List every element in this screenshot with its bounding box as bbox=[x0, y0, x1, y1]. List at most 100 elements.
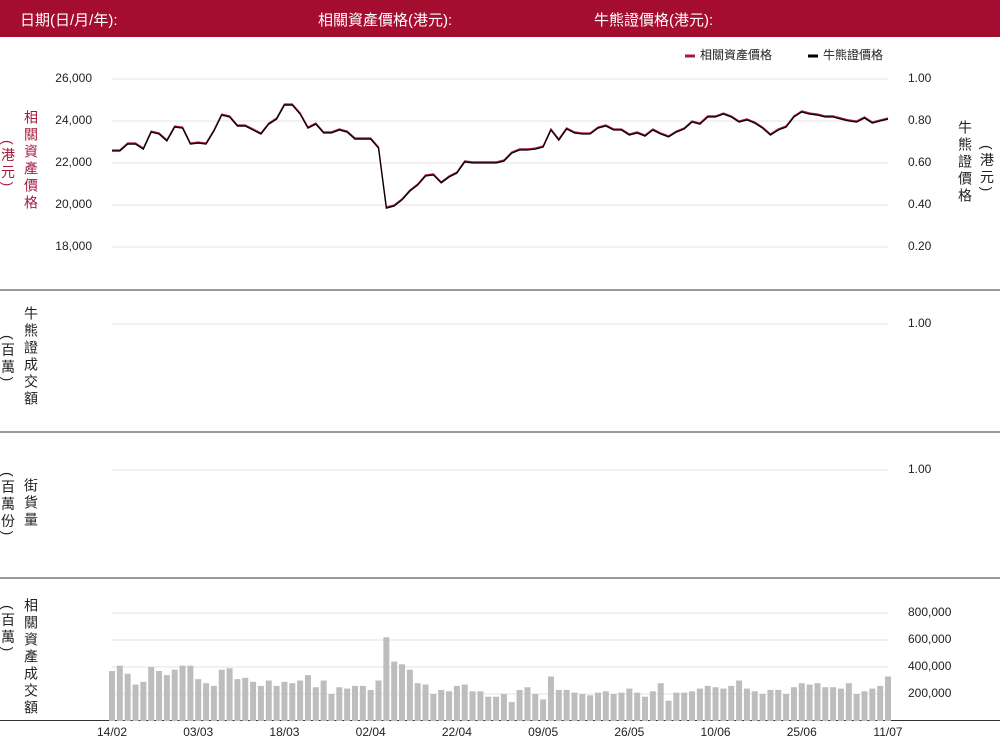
bar bbox=[469, 691, 476, 721]
y-axis-label: 相關資產價格 bbox=[23, 110, 39, 212]
bar bbox=[383, 637, 390, 721]
x-tick-label: 22/04 bbox=[442, 725, 472, 739]
bar bbox=[587, 695, 594, 721]
y-axis-label: 相關資產成交額 bbox=[23, 598, 39, 717]
bar bbox=[626, 688, 633, 721]
bar bbox=[673, 692, 680, 721]
bar bbox=[250, 681, 257, 721]
bar bbox=[869, 688, 876, 721]
bar bbox=[806, 684, 813, 721]
bar bbox=[696, 688, 703, 721]
x-tick-label: 18/03 bbox=[269, 725, 299, 739]
bar bbox=[171, 669, 178, 721]
bar bbox=[798, 683, 805, 721]
bar bbox=[610, 694, 617, 721]
legend-label: 牛熊證價格 bbox=[823, 47, 883, 62]
bar bbox=[328, 694, 335, 721]
header-label: 日期(日/月/年): bbox=[20, 12, 118, 29]
bar bbox=[571, 692, 578, 721]
bar bbox=[508, 702, 515, 721]
bar bbox=[132, 684, 139, 721]
x-tick-label: 25/06 bbox=[787, 725, 817, 739]
y2-axis-unit: (港元) bbox=[979, 145, 995, 195]
bar bbox=[257, 685, 264, 721]
bar bbox=[736, 680, 743, 721]
y-tick-label: 20,000 bbox=[55, 197, 92, 211]
bar bbox=[837, 688, 844, 721]
header-label: 牛熊證價格(港元): bbox=[594, 12, 714, 29]
bar bbox=[242, 677, 249, 721]
bar bbox=[594, 692, 601, 721]
x-tick-label: 09/05 bbox=[528, 725, 558, 739]
bar bbox=[156, 671, 163, 721]
bar bbox=[720, 688, 727, 721]
bar bbox=[320, 680, 327, 721]
bar bbox=[187, 665, 194, 721]
bar bbox=[555, 689, 562, 721]
y-axis-unit: (百萬) bbox=[0, 605, 16, 655]
y-axis-label: 街貨量 bbox=[23, 478, 39, 529]
line-series bbox=[112, 103, 889, 208]
line-series bbox=[112, 104, 889, 209]
bar bbox=[453, 685, 460, 721]
header-label: 相關資產價格(港元): bbox=[318, 12, 453, 29]
bar bbox=[265, 680, 272, 721]
y-tick-label: 1.00 bbox=[908, 316, 932, 330]
bar bbox=[563, 689, 570, 721]
y-tick-label: 1.00 bbox=[908, 462, 932, 476]
bar bbox=[218, 669, 225, 721]
bar bbox=[618, 692, 625, 721]
bar bbox=[822, 687, 829, 721]
y2-tick-label: 0.60 bbox=[908, 155, 932, 169]
bar bbox=[877, 685, 884, 721]
bar bbox=[547, 676, 554, 721]
bar bbox=[767, 689, 774, 721]
bar bbox=[657, 683, 664, 721]
x-tick-label: 26/05 bbox=[614, 725, 644, 739]
y-axis-label: 牛熊證成交額 bbox=[23, 306, 39, 408]
bar bbox=[281, 681, 288, 721]
bar bbox=[712, 687, 719, 721]
y-axis-unit: (港元) bbox=[0, 140, 16, 190]
bar bbox=[642, 696, 649, 721]
bar bbox=[516, 689, 523, 721]
bar bbox=[830, 687, 837, 721]
bar bbox=[399, 664, 406, 721]
bar bbox=[109, 671, 115, 721]
x-tick-label: 10/06 bbox=[701, 725, 731, 739]
bar bbox=[885, 676, 891, 721]
bar bbox=[148, 667, 155, 721]
bar bbox=[704, 685, 711, 721]
bar bbox=[524, 687, 531, 721]
bar bbox=[359, 685, 366, 721]
bar bbox=[336, 687, 343, 721]
bar bbox=[853, 694, 860, 721]
bar bbox=[179, 665, 186, 721]
bar bbox=[790, 687, 797, 721]
y2-tick-label: 0.40 bbox=[908, 197, 932, 211]
y-tick-label: 22,000 bbox=[55, 155, 92, 169]
bar bbox=[234, 679, 241, 721]
bar bbox=[273, 685, 280, 721]
y2-tick-label: 1.00 bbox=[908, 71, 932, 85]
bar bbox=[116, 665, 123, 721]
bar bbox=[665, 700, 672, 721]
bar bbox=[289, 683, 296, 721]
bar bbox=[226, 668, 233, 721]
bar bbox=[312, 687, 319, 721]
bar bbox=[406, 669, 413, 721]
bar bbox=[579, 694, 586, 721]
bar bbox=[195, 679, 202, 721]
y-tick-label: 18,000 bbox=[55, 239, 92, 253]
bar bbox=[430, 694, 437, 721]
bar bbox=[500, 694, 507, 721]
y-axis-unit: (百萬) bbox=[0, 335, 16, 385]
bar bbox=[540, 699, 547, 721]
bar bbox=[297, 680, 304, 721]
bar bbox=[814, 683, 821, 721]
bar bbox=[602, 691, 609, 721]
header-bar bbox=[0, 0, 1000, 37]
y2-axis-label: 牛熊證價格 bbox=[957, 120, 973, 205]
